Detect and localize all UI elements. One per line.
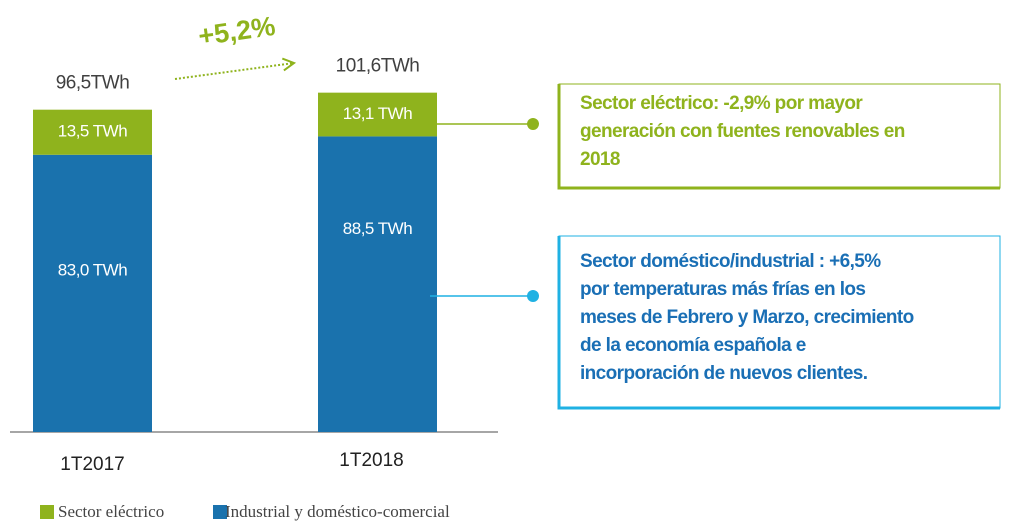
total-label: 101,6TWh [336,56,420,77]
legend-label: Sector eléctrico [58,502,164,521]
callout-text: incorporación de nuevos clientes. [580,363,867,384]
callout-border [557,236,1000,410]
bar-segment [318,92,437,137]
value-label: 13,5 TWh [58,122,127,141]
bar-segment [318,136,437,432]
value-label: 83,0 TWh [58,260,127,279]
x-tick-label: 1T2017 [60,454,124,475]
growth-arrow [174,63,294,80]
value-label: 88,5 TWh [343,219,412,238]
callout-text: de la economía española e [580,335,806,356]
callout-text: 2018 [580,149,620,170]
callout-text: Sector eléctrico: -2,9% por mayor [580,93,863,114]
legend-label: Industrial y doméstico-comercial [225,502,450,521]
connector-dot [527,290,539,302]
callout-text: Sector doméstico/industrial : +6,5% [580,251,881,272]
legend-swatch [40,505,54,519]
legend-swatch [213,505,227,519]
callout-text: meses de Febrero y Marzo, crecimiento [580,307,914,328]
connector-dot [527,118,539,130]
callout-border [557,84,1000,190]
bar-segment [33,109,152,155]
bar-segment [33,154,152,432]
callout-text: por temperaturas más frías en los [580,279,865,300]
growth-label: +5,2% [196,11,277,51]
callout-text: generación con fuentes renovables en [580,121,905,142]
total-label: 96,5TWh [56,73,130,94]
value-label: 13,1 TWh [343,104,412,123]
x-tick-label: 1T2018 [339,450,403,471]
